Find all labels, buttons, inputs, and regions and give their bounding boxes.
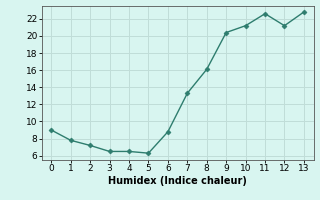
- X-axis label: Humidex (Indice chaleur): Humidex (Indice chaleur): [108, 176, 247, 186]
